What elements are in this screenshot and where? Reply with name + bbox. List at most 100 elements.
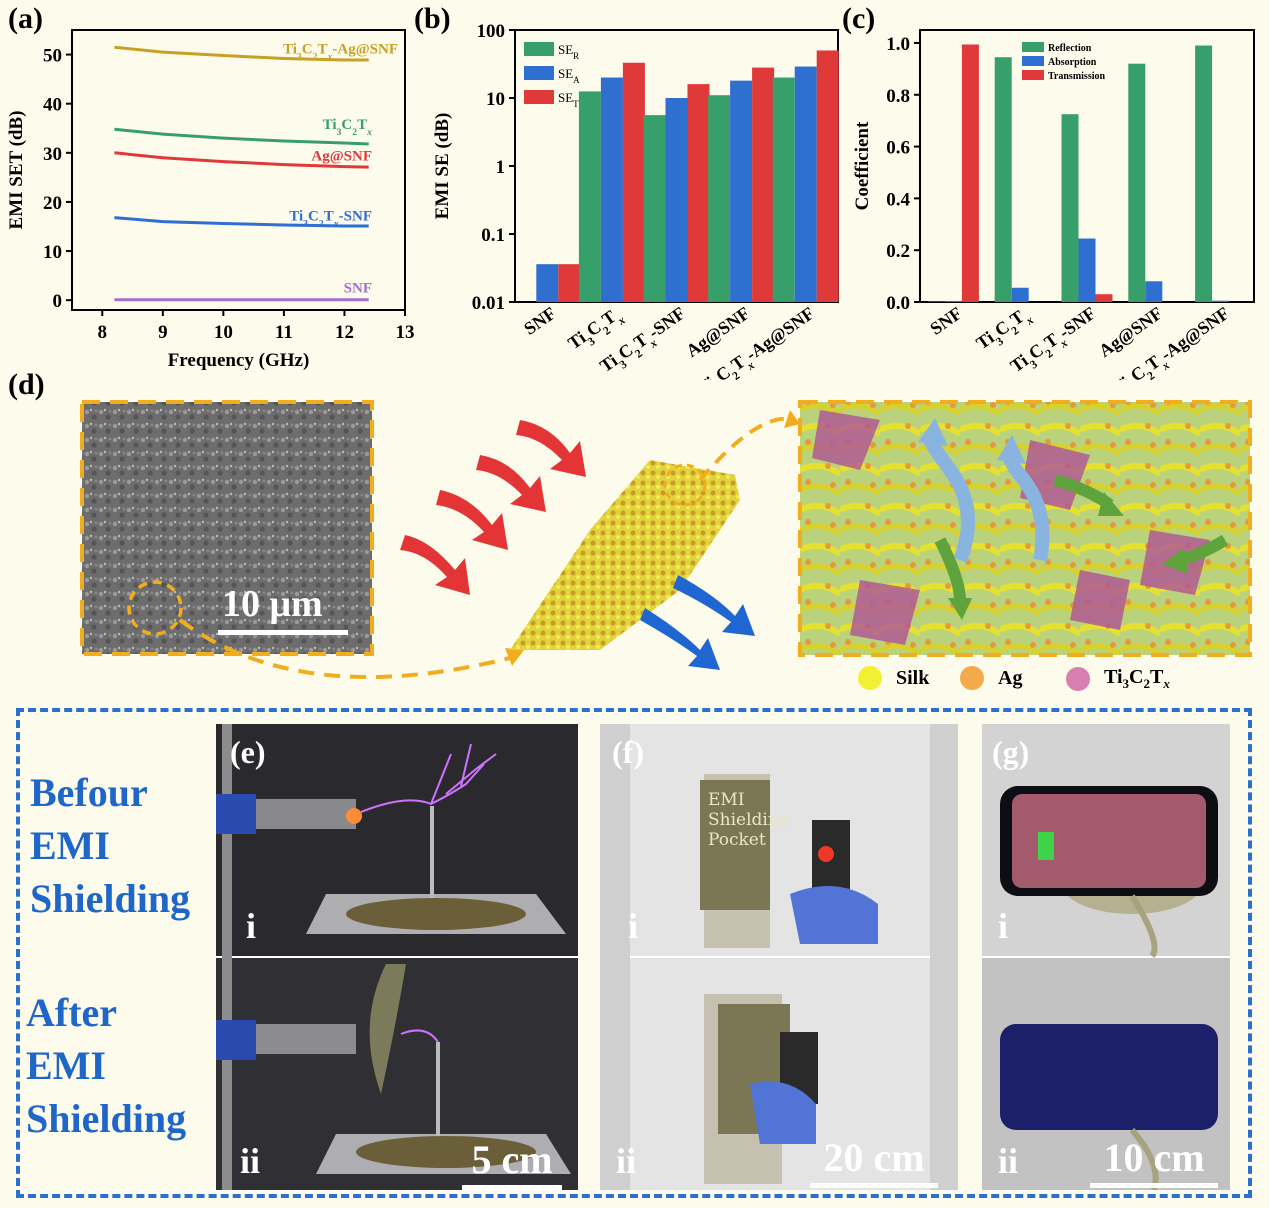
- bar-ser-4: [772, 77, 795, 302]
- scale-label-g: 10 cm: [1103, 1135, 1205, 1180]
- bar-set-0: [558, 264, 581, 302]
- category-label-c: Ag@SNF: [1095, 303, 1166, 361]
- series-label-ag-snf: Ag@SNF: [311, 149, 372, 165]
- sub-label-g-i: i: [998, 906, 1009, 946]
- legend-silk: Silk: [858, 666, 929, 690]
- chart-a-emi-set-vs-frequency: 8 9 10 11 12 13 0 10 20 30 40 50 Frequency (GHz) EMI …: [6, 29, 415, 371]
- row-label-before: Befour EMI Shielding: [30, 770, 191, 921]
- legend-silk-label: Silk: [896, 666, 930, 689]
- panel-label-a: (a): [8, 2, 43, 35]
- bar-sea-2: [665, 98, 688, 302]
- bar-ser-2: [643, 115, 666, 302]
- y-tick-label-a: 10: [43, 242, 62, 263]
- sub-label-e-ii: ii: [240, 1141, 261, 1181]
- bar-reflection-4: [1195, 45, 1213, 303]
- x-tick-label-a: 9: [158, 322, 168, 343]
- x-tick-label-a: 8: [98, 322, 108, 343]
- panel-label-c: (c): [842, 2, 876, 35]
- y-tick-label-a: 40: [43, 95, 62, 116]
- silk-swatch: [858, 666, 882, 690]
- y-axis-label-a: EMI SET (dB): [6, 111, 27, 230]
- bar-absorption-0: [944, 300, 962, 302]
- sub-label-f-i: i: [628, 906, 639, 946]
- bar-ser-1: [578, 91, 601, 302]
- legend-label-ser: SER: [558, 42, 579, 61]
- scale-bar-g: 10 cm: [1090, 1134, 1218, 1188]
- chart-c-coefficient-bars: 0.00.20.40.60.81.0CoefficientSNFTi3C2TxT…: [852, 29, 1255, 380]
- y-tick-label-c: 0.2: [886, 241, 910, 262]
- series-label-ti3c2tx-snf: Ti3C2Tx-SNF: [289, 209, 372, 230]
- category-label-c: SNF: [926, 303, 965, 339]
- bar-sea-0: [536, 264, 559, 302]
- legend-ti3c2tx-label: Ti3C2Tx: [1104, 666, 1170, 691]
- bar-set-1: [622, 62, 645, 302]
- bar-absorption-3: [1145, 281, 1163, 302]
- y-tick-label-c: 0.6: [886, 138, 910, 159]
- wave-arrows-zoom: [918, 418, 1229, 620]
- panel-label-d: (d): [8, 368, 45, 401]
- ti3c2tx-swatch: [1066, 667, 1090, 691]
- bar-sea-1: [600, 77, 623, 302]
- zoom-circle-sem: [127, 580, 183, 636]
- photo-g-phone: [982, 724, 1230, 1190]
- legend-label-reflection: Reflection: [1048, 43, 1092, 54]
- bar-reflection-0: [927, 301, 945, 302]
- category-label-b: SNF: [520, 303, 559, 339]
- sub-label-f-ii: ii: [616, 1141, 637, 1181]
- demo-frame: [16, 708, 1252, 1198]
- scale-label-e: 5 cm: [471, 1137, 553, 1182]
- incident-wave-arrows: [400, 420, 586, 595]
- panel-label-f: (f): [612, 734, 644, 770]
- y-tick-label-b: 10: [486, 89, 505, 110]
- photo-e-tesla-coil: [216, 724, 578, 1190]
- bar-transmission-0: [961, 44, 979, 303]
- series-label-ti3c2tx: Ti3C2Tx: [323, 117, 373, 138]
- bar-absorption-2: [1078, 238, 1096, 302]
- legend-label-absorption: Absorption: [1048, 57, 1097, 68]
- x-tick-label-a: 11: [275, 322, 293, 343]
- legend-label-sea: SEA: [558, 66, 580, 85]
- bar-set-3: [752, 67, 775, 302]
- legend-ag: Ag: [960, 666, 1022, 690]
- bar-absorption-4: [1212, 300, 1230, 302]
- bar-set-2: [687, 84, 710, 302]
- legend-label-set: SET: [558, 90, 579, 109]
- series-label-ti3c2tx-ag-snf: Ti3C2Tx-Ag@SNF: [283, 42, 398, 63]
- panel-label-b: (b): [414, 2, 451, 35]
- transmitted-wave-arrows: [640, 575, 755, 670]
- legend-swatch-ser: [524, 42, 554, 56]
- y-tick-label-c: 0.4: [886, 189, 910, 210]
- y-tick-label-b: 0.1: [481, 225, 505, 246]
- bar-set-4: [816, 50, 839, 303]
- x-tick-label-a: 12: [335, 322, 354, 343]
- legend-swatch-absorption: [1022, 56, 1044, 66]
- y-axis-label-b: EMI SE (dB): [432, 113, 453, 220]
- photo-f-lab-coat: [600, 724, 958, 1190]
- y-tick-label-a: 50: [43, 46, 62, 67]
- y-tick-label-b: 100: [477, 21, 506, 42]
- y-tick-label-a: 30: [43, 144, 62, 165]
- legend-swatch-transmission: [1022, 70, 1044, 80]
- scale-bar-e: 5 cm: [462, 1136, 562, 1190]
- panel-label-g: (g): [992, 734, 1030, 770]
- y-tick-label-b: 0.01: [472, 293, 505, 314]
- legend-ag-label: Ag: [998, 666, 1023, 689]
- y-axis-label-c: Coefficient: [852, 121, 873, 210]
- plot-frame-a: [71, 29, 406, 311]
- series-line-0: [114, 45, 369, 62]
- sub-label-e-i: i: [246, 906, 257, 946]
- category-label-b: Ag@SNF: [682, 303, 753, 361]
- series-line-1: [114, 127, 369, 146]
- series-label-snf: SNF: [344, 280, 372, 296]
- bar-absorption-1: [1011, 287, 1029, 302]
- scale-label-f: 20 cm: [823, 1135, 925, 1180]
- series-line-3: [114, 216, 369, 228]
- legend-swatch-sea: [524, 66, 554, 80]
- bar-sea-4: [794, 66, 817, 302]
- legend-ti3c2tx: Ti3C2Tx: [1066, 666, 1170, 692]
- legend-label-transmission: Transmission: [1048, 71, 1105, 82]
- y-tick-label-a: 20: [43, 193, 62, 214]
- legend-swatch-reflection: [1022, 42, 1044, 52]
- pocket-text: EMI Shielding Pocket: [708, 790, 790, 850]
